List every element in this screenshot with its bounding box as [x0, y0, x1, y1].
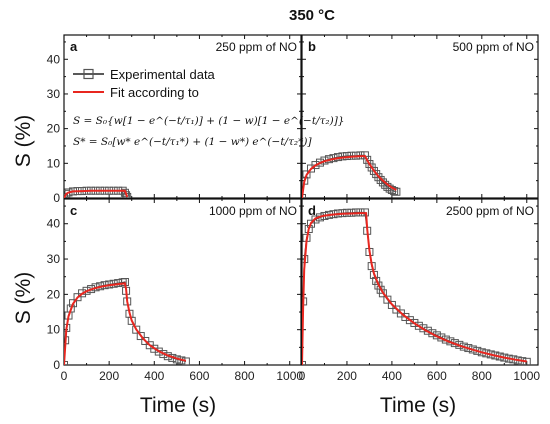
- panel-d: 0 200 400 600 800 1000 d 2500 ppm of NO: [299, 198, 540, 383]
- legend-experimental-marker: [83, 68, 94, 80]
- experimental-point: [378, 289, 387, 298]
- x-tick-label: 800: [472, 369, 492, 383]
- y-axis-label-top: S (%): [12, 115, 35, 168]
- plot-area: [64, 278, 190, 365]
- experimental-point: [405, 316, 414, 325]
- y-tick-label: 30: [47, 252, 61, 266]
- y-tick-label: 40: [47, 217, 61, 231]
- panel-letter: b: [308, 39, 316, 54]
- experimental-point: [132, 325, 141, 334]
- experimental-point: [387, 300, 396, 309]
- y-tick-label: 0: [53, 358, 60, 372]
- experimental-point: [392, 187, 401, 196]
- y-axis-label-bottom: S (%): [12, 272, 35, 325]
- x-axis-label-left: Time (s): [140, 394, 216, 417]
- x-tick-label: 400: [382, 369, 402, 383]
- experimental-point: [414, 321, 423, 330]
- legend: Experimental data Fit according to S = S…: [73, 67, 344, 148]
- figure-title: 350 °C: [289, 7, 335, 24]
- y-tick-label: 20: [47, 287, 61, 301]
- experimental-point: [123, 192, 132, 198]
- experimental-point: [311, 215, 320, 224]
- experimental-point: [376, 175, 385, 184]
- plot-frame: [301, 198, 539, 366]
- experimental-point: [311, 161, 320, 170]
- experimental-point: [154, 347, 163, 356]
- fit-line: [64, 189, 129, 198]
- fit-line: [302, 212, 527, 365]
- x-tick-label: 0: [299, 369, 306, 383]
- experimental-point: [78, 289, 87, 298]
- experimental-point: [374, 173, 383, 182]
- legend-experimental-label: Experimental data: [110, 67, 216, 82]
- plot-area: [64, 186, 132, 198]
- x-tick-label: 0: [61, 369, 68, 383]
- experimental-point: [306, 219, 315, 228]
- experimental-point: [383, 295, 392, 304]
- experimental-line: [302, 211, 527, 365]
- panel-letter: c: [70, 203, 77, 218]
- x-tick-label: 1000: [513, 369, 540, 383]
- x-tick-label: 200: [99, 369, 119, 383]
- y-tick-label: 20: [47, 122, 61, 136]
- experimental-point: [363, 155, 372, 164]
- experimental-point: [136, 332, 145, 341]
- x-tick-label: 400: [144, 369, 164, 383]
- y-tick-label: 0: [53, 191, 60, 205]
- experimental-point: [410, 318, 419, 327]
- x-tick-label: 1000: [276, 369, 303, 383]
- fit-equation-2: S* = S₀[w* e^(−t/τ₁*) + (1 − w*) e^(−t/τ…: [73, 136, 312, 148]
- plot-area: [302, 208, 531, 365]
- experimental-point: [150, 344, 159, 353]
- panel-annotation: 1000 ppm of NO: [209, 204, 297, 218]
- y-tick-label: 40: [47, 52, 61, 66]
- plot-frame: [63, 34, 302, 199]
- fit-line: [302, 154, 397, 198]
- x-tick-label: 600: [189, 369, 209, 383]
- x-tick-label: 600: [427, 369, 447, 383]
- panel-b: b 500 ppm of NO: [301, 34, 539, 199]
- experimental-point: [181, 357, 190, 365]
- panel-annotation: 250 ppm of NO: [216, 40, 297, 54]
- y-tick-label: 10: [47, 323, 61, 337]
- experimental-point: [120, 188, 129, 197]
- plot-frame: [301, 34, 539, 199]
- plot-frame: [63, 198, 302, 366]
- x-tick-label: 200: [337, 369, 357, 383]
- panel-letter: a: [70, 39, 78, 54]
- experimental-point: [419, 324, 428, 333]
- x-tick-label: 800: [235, 369, 255, 383]
- fit-line: [64, 282, 187, 365]
- panel-a: 0 10 20 30 40 a 250 ppm of NO: [47, 34, 302, 205]
- x-axis-label-right: Time (s): [380, 394, 456, 417]
- experimental-point: [141, 336, 150, 345]
- y-tick-label: 30: [47, 87, 61, 101]
- experimental-point: [390, 187, 399, 196]
- legend-fit-label: Fit according to: [110, 85, 199, 100]
- plot-area: [302, 151, 401, 198]
- y-tick-label: 10: [47, 156, 61, 170]
- panel-letter: d: [308, 203, 316, 218]
- panel-annotation: 2500 ppm of NO: [446, 204, 534, 218]
- fit-equation-1: S = S₀{w[1 − e^(−t/τ₁)] + (1 − w)[1 − e^…: [73, 115, 344, 127]
- panel-annotation: 500 ppm of NO: [453, 40, 534, 54]
